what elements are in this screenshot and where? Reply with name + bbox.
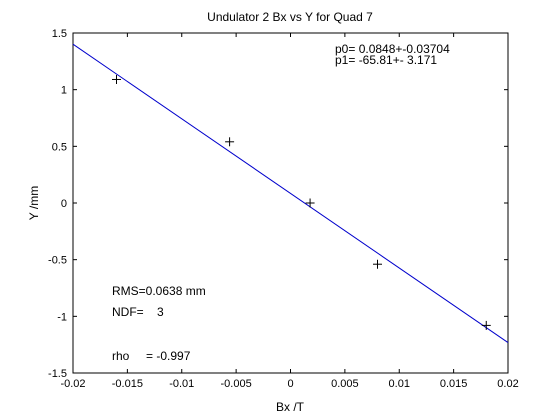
x-axis-label: Bx /T (276, 400, 305, 414)
plot-area: -0.02 -0.015 -0.01 -0.005 0 0.005 0.01 0.015 0.0… (48, 28, 519, 390)
y-tick-label: -0.5 (48, 255, 67, 267)
data-point (481, 320, 491, 330)
data-points (112, 74, 491, 330)
data-point (373, 259, 382, 269)
fit-param-p1: p1= -65.81+- 3.171 (335, 53, 437, 67)
rms-label: RMS=0.0638 mm (112, 284, 206, 298)
fit-line (72, 43, 509, 343)
axes-box (72, 32, 509, 374)
x-tick-label: -0.02 (60, 378, 85, 390)
y-tick-label: -1.5 (48, 368, 67, 380)
y-axis-label: Y /mm (27, 186, 41, 220)
data-point (305, 198, 315, 208)
y-tick-label: 1.5 (52, 28, 67, 40)
y-tick-label: 0 (61, 198, 67, 210)
fit-param-p0: p0= 0.0848+-0.03704 (335, 42, 450, 56)
y-tick-label: 0.5 (52, 141, 67, 153)
data-point (112, 74, 121, 84)
y-tick-label: -1 (57, 311, 67, 323)
x-tick-label: -0.015 (112, 378, 143, 390)
x-tick-label: 0.005 (331, 378, 359, 390)
x-tick-label: -0.01 (169, 378, 194, 390)
chart-title: Undulator 2 Bx vs Y for Quad 7 (207, 10, 373, 24)
x-tick-label: 0.01 (389, 378, 410, 390)
x-tick-label: 0 (287, 378, 293, 390)
rho-label: rho = -0.997 (112, 349, 191, 363)
x-tick-label: -0.005 (221, 378, 252, 390)
ndf-label: NDF= 3 (112, 305, 164, 319)
data-point (225, 137, 235, 147)
y-axis-ticks: -1.5 -1 -0.5 0 0.5 1 1.5 (48, 28, 508, 380)
y-tick-label: 1 (61, 85, 67, 97)
fit-layer (72, 43, 509, 343)
x-tick-label: 0.02 (497, 378, 518, 390)
x-tick-label: 0.015 (440, 378, 468, 390)
x-axis-ticks: -0.02 -0.015 -0.01 -0.005 0 0.005 0.01 0.015 0.0… (60, 33, 519, 390)
